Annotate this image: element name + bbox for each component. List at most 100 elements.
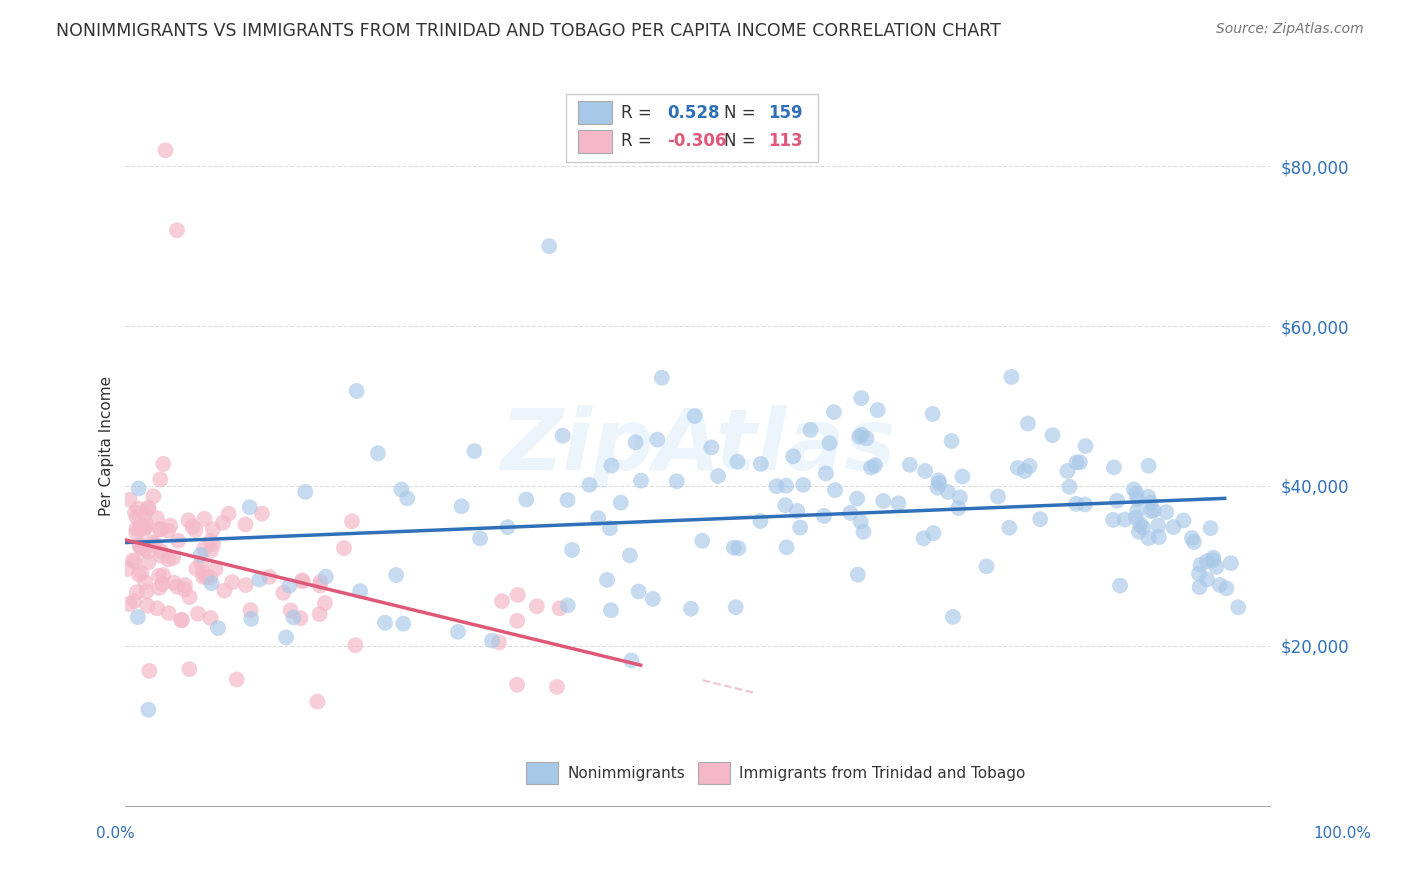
- Point: [167, 533, 190, 548]
- Point: [259, 570, 281, 584]
- Point: [898, 458, 921, 472]
- Point: [225, 673, 247, 687]
- Point: [814, 467, 837, 481]
- Point: [1219, 556, 1241, 570]
- Point: [496, 520, 519, 534]
- Point: [146, 601, 169, 615]
- Point: [914, 464, 936, 478]
- Point: [1105, 493, 1128, 508]
- Point: [823, 405, 845, 419]
- Point: [725, 454, 748, 468]
- Point: [200, 576, 222, 591]
- Point: [1189, 558, 1212, 572]
- Text: N =: N =: [724, 104, 761, 122]
- Point: [315, 570, 337, 584]
- Point: [1202, 550, 1225, 565]
- Point: [1129, 517, 1152, 532]
- Point: [1102, 460, 1125, 475]
- Point: [128, 539, 150, 553]
- Point: [506, 614, 529, 628]
- Point: [700, 441, 723, 455]
- Point: [186, 562, 208, 576]
- Point: [936, 485, 959, 500]
- Point: [546, 680, 568, 694]
- Point: [1122, 483, 1144, 497]
- Point: [202, 537, 225, 551]
- Point: [872, 494, 894, 508]
- Point: [1042, 428, 1064, 442]
- Point: [578, 477, 600, 491]
- Point: [181, 520, 204, 534]
- Point: [848, 430, 870, 444]
- Point: [942, 610, 965, 624]
- Point: [121, 553, 143, 567]
- Point: [170, 613, 193, 627]
- Text: 113: 113: [768, 132, 803, 150]
- Point: [204, 562, 226, 576]
- Point: [1128, 524, 1150, 539]
- Point: [1109, 579, 1132, 593]
- Point: [193, 541, 215, 556]
- Point: [1132, 520, 1154, 534]
- Point: [389, 483, 412, 497]
- Point: [125, 585, 148, 599]
- Point: [683, 409, 706, 423]
- Point: [1199, 521, 1222, 535]
- Point: [1202, 553, 1225, 567]
- Point: [950, 469, 973, 483]
- Point: [274, 631, 297, 645]
- Point: [789, 520, 811, 534]
- Point: [1181, 531, 1204, 545]
- Point: [218, 507, 240, 521]
- Point: [143, 536, 166, 550]
- Point: [138, 555, 160, 569]
- Point: [641, 591, 664, 606]
- FancyBboxPatch shape: [578, 101, 612, 125]
- Point: [1215, 582, 1237, 596]
- Point: [450, 500, 472, 514]
- Point: [187, 607, 209, 621]
- Point: [239, 603, 262, 617]
- Point: [624, 435, 647, 450]
- Point: [860, 460, 883, 475]
- Point: [1227, 600, 1250, 615]
- Point: [987, 490, 1010, 504]
- Point: [309, 574, 332, 589]
- Point: [129, 521, 152, 535]
- Point: [349, 584, 371, 599]
- Point: [146, 511, 169, 525]
- Point: [1197, 573, 1219, 587]
- Point: [948, 501, 970, 516]
- Point: [134, 522, 156, 536]
- Point: [221, 575, 243, 590]
- Point: [1137, 458, 1160, 473]
- Point: [468, 532, 491, 546]
- Point: [374, 615, 396, 630]
- Point: [690, 533, 713, 548]
- FancyBboxPatch shape: [567, 94, 818, 161]
- Point: [727, 541, 749, 556]
- Point: [148, 522, 170, 536]
- Point: [773, 498, 796, 512]
- Point: [129, 541, 152, 555]
- Point: [177, 513, 200, 527]
- Point: [308, 607, 330, 622]
- Point: [927, 481, 949, 495]
- Point: [115, 562, 138, 576]
- Point: [647, 433, 669, 447]
- Point: [863, 458, 886, 473]
- Point: [561, 543, 583, 558]
- Point: [775, 541, 797, 555]
- Point: [118, 597, 141, 611]
- Point: [291, 574, 314, 588]
- Point: [207, 621, 229, 635]
- Point: [1064, 497, 1087, 511]
- Point: [1126, 491, 1149, 506]
- Point: [150, 577, 173, 591]
- Point: [235, 578, 257, 592]
- Point: [200, 543, 222, 558]
- Point: [291, 574, 314, 589]
- Point: [138, 500, 160, 515]
- Point: [179, 590, 201, 604]
- Point: [239, 500, 262, 515]
